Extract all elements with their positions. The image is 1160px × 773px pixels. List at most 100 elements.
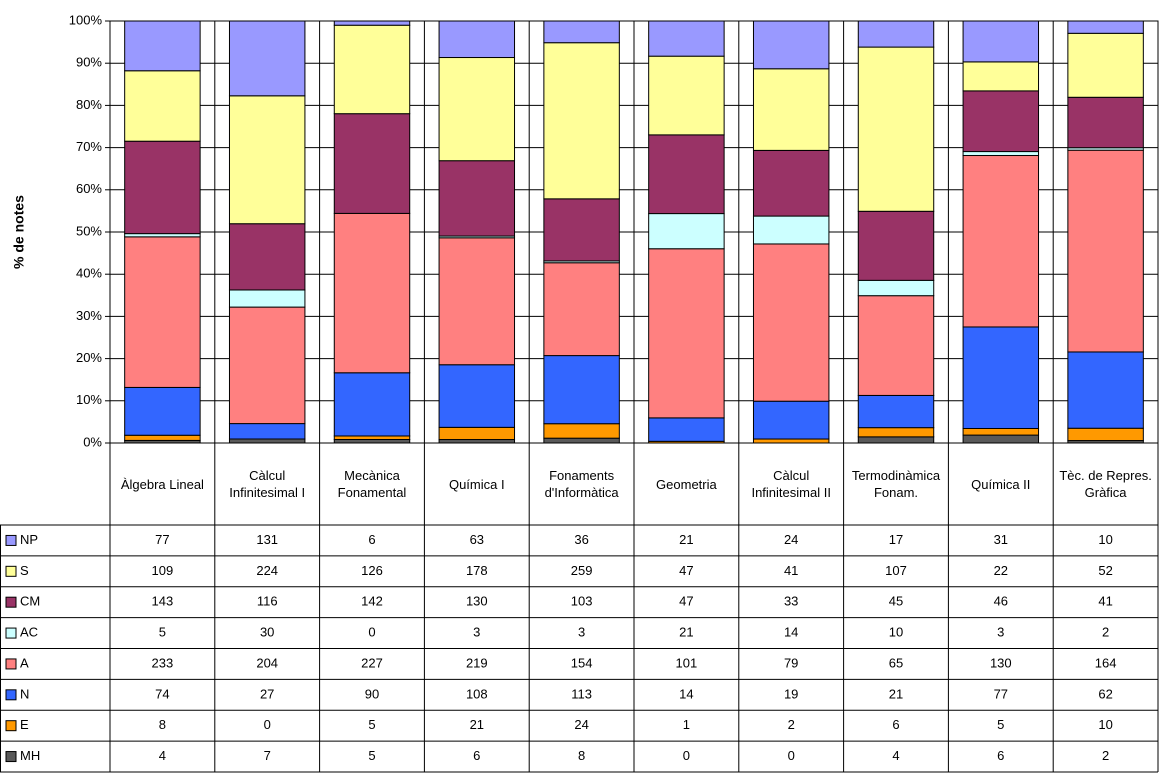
bar-segment: [1067, 32, 1144, 98]
table-value: 107: [885, 563, 907, 578]
legend-label: E: [20, 717, 29, 732]
category-label: Tèc. de Repres. Gràfica: [1059, 468, 1152, 500]
table-value: 41: [1098, 594, 1112, 609]
bar-segment: [333, 212, 411, 374]
bar-segment: [543, 355, 620, 425]
legend-key: [5, 658, 17, 670]
legend-key: [5, 751, 17, 763]
table-value: 21: [470, 717, 484, 732]
bar-segment: [438, 426, 516, 441]
table-value: 8: [159, 717, 166, 732]
bar-segment: [228, 289, 306, 308]
table-value: 77: [155, 532, 169, 547]
bar-segment: [752, 149, 830, 217]
table-value: 14: [784, 625, 798, 640]
table-value: 21: [679, 532, 693, 547]
y-tick-label: 30%: [76, 308, 102, 323]
table-value: 22: [994, 563, 1008, 578]
bar-segment: [752, 215, 830, 245]
table-value: 79: [784, 655, 798, 670]
table-value: 41: [784, 563, 798, 578]
table-value: 3: [997, 625, 1004, 640]
table-value: 130: [466, 594, 488, 609]
bar-segment: [438, 160, 516, 237]
bar-segment: [124, 386, 201, 436]
legend-key: [5, 627, 17, 639]
bar-segment: [1067, 427, 1144, 442]
table-value: 3: [473, 625, 480, 640]
table-value: 47: [679, 563, 693, 578]
table-value: 21: [889, 686, 903, 701]
table-value: 143: [152, 594, 174, 609]
bar-segment: [962, 90, 1040, 153]
table-value: 74: [155, 686, 169, 701]
category-label: Àlgebra Lineal: [120, 476, 204, 492]
category-label: Termodinàmica Fonam.: [851, 468, 941, 500]
table-value: 5: [159, 625, 166, 640]
bar-segment: [124, 236, 201, 388]
bar-segment: [962, 326, 1040, 429]
table-value: 2: [1102, 748, 1109, 763]
bar-segment: [124, 434, 201, 441]
table-value: 63: [470, 532, 484, 547]
bar-segment: [543, 42, 620, 200]
table-value: 3: [578, 625, 585, 640]
table-value: 47: [679, 594, 693, 609]
bar-segment: [648, 248, 725, 419]
table-value: 62: [1098, 686, 1112, 701]
legend-label: N: [20, 686, 29, 701]
bar-segment: [857, 295, 935, 396]
table-value: 113: [571, 686, 592, 701]
bar-segment: [962, 434, 1040, 444]
bar-segment: [228, 20, 306, 97]
table-value: 142: [361, 594, 383, 609]
table-value: 24: [784, 532, 798, 547]
category-label: Mecànica Fonamental: [337, 468, 407, 500]
bar-segment: [857, 20, 935, 48]
table-value: 31: [994, 532, 1008, 547]
table-value: 8: [578, 748, 585, 763]
bar-segment: [857, 394, 935, 429]
table-value: 5: [997, 717, 1004, 732]
table-value: 36: [574, 532, 588, 547]
bar-segment: [124, 140, 201, 235]
table-value: 0: [368, 625, 375, 640]
bar-segment: [857, 279, 935, 297]
bar-segment: [752, 68, 830, 151]
y-tick-label: 20%: [76, 350, 102, 365]
bar-segment: [962, 155, 1040, 328]
category-label: Química II: [971, 476, 1031, 492]
bar-segment: [438, 364, 516, 428]
bar-segment: [857, 427, 935, 438]
bar-segment: [333, 20, 411, 26]
table-value: 4: [159, 748, 166, 763]
bar-segment: [543, 20, 620, 44]
bar-segment: [228, 423, 306, 440]
bar-segment: [1067, 20, 1144, 34]
table-value: 5: [368, 717, 375, 732]
bar-segment: [648, 134, 725, 215]
y-tick-label: 40%: [76, 266, 102, 281]
bar-segment: [333, 113, 411, 214]
table-value: 233: [152, 655, 174, 670]
legend-label: A: [20, 655, 29, 670]
table-value: 6: [892, 717, 899, 732]
y-tick-label: 10%: [76, 392, 102, 407]
table-value: 109: [152, 563, 174, 578]
bar-segment: [438, 20, 516, 59]
legend-key: [5, 534, 17, 546]
bar-segment: [438, 237, 516, 366]
table-value: 45: [889, 594, 903, 609]
table-value: 4: [892, 748, 899, 763]
legend-key: [5, 596, 17, 608]
bar-segment: [752, 400, 830, 440]
category-label: Química I: [448, 476, 505, 492]
table-value: 130: [990, 655, 1012, 670]
category-label: Fonaments d'Informàtica: [544, 468, 619, 500]
legend-label: S: [20, 563, 29, 578]
table-value: 90: [365, 686, 379, 701]
bar-segment: [333, 24, 411, 115]
bar-segment: [648, 417, 725, 442]
y-tick-label: 80%: [76, 97, 102, 112]
